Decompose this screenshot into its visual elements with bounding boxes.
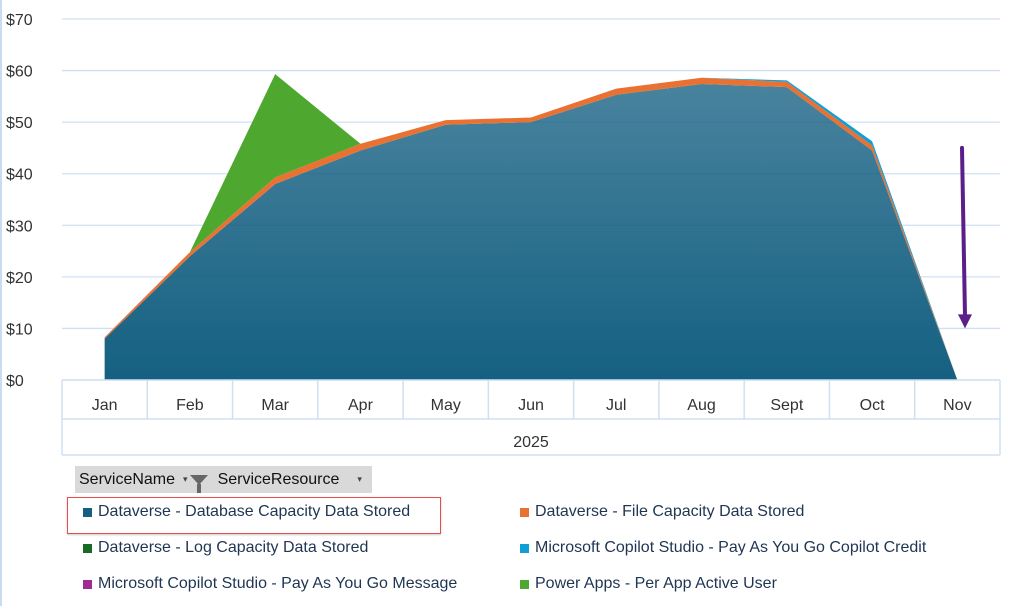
legend-item[interactable]: Dataverse - Database Capacity Data Store… <box>83 503 410 521</box>
y-tick-label: $60 <box>6 64 33 81</box>
legend-swatch-icon <box>520 507 529 517</box>
legend-label: Dataverse - File Capacity Data Stored <box>535 503 805 520</box>
y-tick-label: $70 <box>6 12 33 29</box>
highlight-box <box>67 497 441 534</box>
annotation-arrow-shaft <box>960 145 967 319</box>
area-series-5 <box>104 74 958 380</box>
x-tick-label: Jul <box>606 397 626 414</box>
y-tick-label: $10 <box>6 321 33 338</box>
legend-item[interactable]: Microsoft Copilot Studio - Pay As You Go… <box>83 575 457 593</box>
filter-funnel-icon <box>189 474 208 493</box>
legend-swatch-icon <box>520 579 529 589</box>
legend-label: Dataverse - Log Capacity Data Stored <box>98 539 369 556</box>
dropdown-icon: ▾ <box>183 474 188 484</box>
x-axis-title: 2025 <box>513 434 549 451</box>
servicename-label: ServiceName <box>79 470 176 488</box>
annotation-arrow-head <box>958 314 972 329</box>
y-tick-label: $20 <box>6 270 33 287</box>
legend-item[interactable]: Dataverse - Log Capacity Data Stored <box>83 539 368 557</box>
y-tick-label: $30 <box>6 218 33 235</box>
y-tick-label: $40 <box>6 167 33 184</box>
area-series-0 <box>104 83 958 380</box>
legend-label: Microsoft Copilot Studio - Pay As You Go… <box>535 539 927 556</box>
legend-item[interactable]: Dataverse - File Capacity Data Stored <box>520 503 804 521</box>
dropdown-icon: ▾ <box>357 474 362 484</box>
serviceresource-label: ServiceResource <box>217 470 340 488</box>
y-tick-label: $0 <box>6 373 24 390</box>
serviceresource-filter-button[interactable]: ServiceResource ▾ <box>214 466 372 493</box>
x-tick-label: Mar <box>261 397 289 414</box>
x-tick-label: May <box>431 397 461 414</box>
legend-label: Microsoft Copilot Studio - Pay As You Go… <box>98 575 458 592</box>
x-tick-label: Jun <box>518 397 544 414</box>
servicename-filter-button[interactable]: ServiceName ▾ <box>75 466 214 493</box>
x-tick-label: Sept <box>770 397 803 414</box>
x-tick-label: Feb <box>176 397 204 414</box>
legend-swatch-icon <box>520 543 529 553</box>
x-tick-label: Oct <box>860 397 885 414</box>
x-tick-label: Jan <box>92 397 118 414</box>
x-tick-label: Apr <box>348 397 374 414</box>
y-tick-label: $50 <box>6 115 33 132</box>
legend-swatch-icon <box>83 579 92 589</box>
legend-swatch-icon <box>83 543 92 553</box>
x-tick-label: Aug <box>687 397 715 414</box>
legend-swatch-icon <box>83 507 92 517</box>
legend-item[interactable]: Power Apps - Per App Active User <box>520 575 777 593</box>
pivot-filter-bar: ServiceName ▾ ServiceResource ▾ <box>75 466 372 493</box>
x-tick-label: Nov <box>943 397 971 414</box>
legend-label: Power Apps - Per App Active User <box>535 575 777 592</box>
legend-label: Dataverse - Database Capacity Data Store… <box>98 503 411 520</box>
legend-item[interactable]: Microsoft Copilot Studio - Pay As You Go… <box>520 539 926 557</box>
